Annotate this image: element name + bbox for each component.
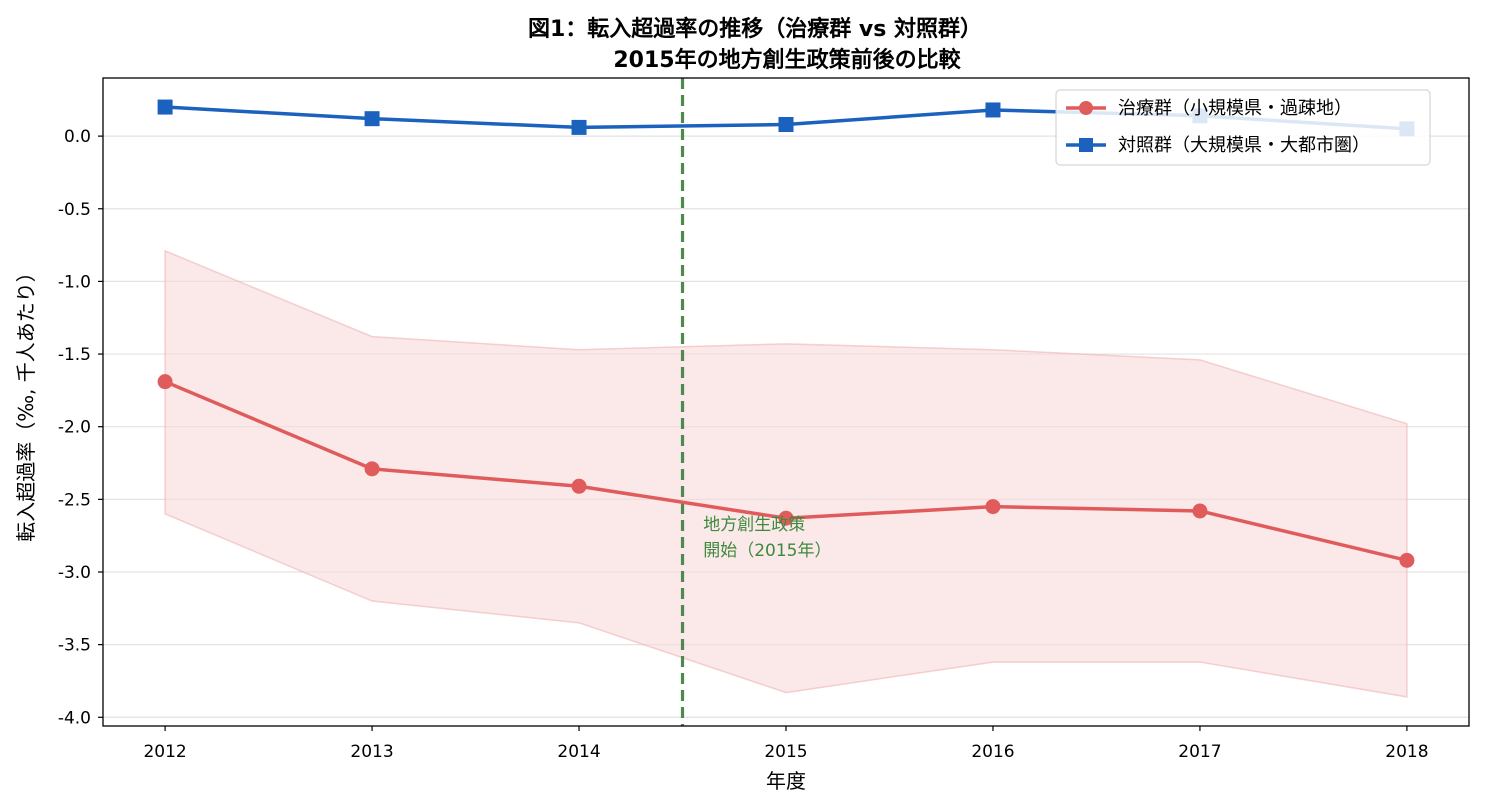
control-point [157,99,173,115]
treatment-point [1399,552,1415,568]
treatment-ci-band [164,249,1408,698]
x-axis-label: 年度 [766,769,806,793]
x-tick-label: 2012 [143,742,186,762]
y-tick-label: -0.5 [58,200,91,220]
y-tick-label: 0.0 [64,127,91,147]
y-axis-label: 転入超過率（‰, 千人あたり） [14,262,38,542]
series-markers [157,99,1415,568]
y-tick-label: -4.0 [58,708,91,728]
legend-label-treatment: 治療群（小規模県・過疎地） [1118,98,1352,119]
y-tick-label: -3.5 [58,636,91,656]
legend-marker-treatment [1079,101,1093,115]
treatment-point [985,499,1001,515]
y-tick-label: -1.0 [58,272,91,292]
y-tick-label: -2.0 [58,418,91,438]
y-axis-ticks: 0.0 -0.5 -1.0 -1.5 -2.0 -2.5 -3.0 -3.5 -4.0 [58,127,103,728]
x-tick-label: 2016 [971,742,1014,762]
x-tick-label: 2014 [557,742,600,762]
y-tick-label: -3.0 [58,563,91,583]
legend-label-control: 対照群（大規模県・大都市圏） [1118,135,1370,156]
control-point [571,119,587,135]
treatment-point [364,461,380,477]
x-tick-label: 2017 [1178,742,1221,762]
treatment-point [157,374,173,390]
treatment-point [778,510,794,526]
chart-title-line-1: 図1：転入超過率の推移（治療群 vs 対照群） [528,16,982,42]
annotation-line-2: 開始（2015年） [703,541,831,561]
x-tick-label: 2015 [764,742,807,762]
y-tick-label: -1.5 [58,345,91,365]
x-axis-ticks: 2012 2013 2014 2015 2016 2017 2018 [143,726,1429,762]
legend-frame [1055,89,1431,166]
y-tick-label: -2.5 [58,490,91,510]
control-point [778,116,794,132]
treatment-point [571,478,587,494]
x-tick-label: 2018 [1385,742,1428,762]
control-point [985,102,1001,118]
chart-title-line-2: 2015年の地方創生政策前後の比較 [613,47,961,73]
confidence-band [164,249,1408,698]
annotation-line-1: 地方創生政策 [703,515,805,535]
plot-frame [102,77,1470,727]
x-tick-label: 2013 [350,742,393,762]
legend-marker-control [1079,138,1093,152]
control-point [364,111,380,127]
legend: 治療群（小規模県・過疎地） 対照群（大規模県・大都市圏） [1055,89,1431,166]
treatment-point [1192,503,1208,519]
